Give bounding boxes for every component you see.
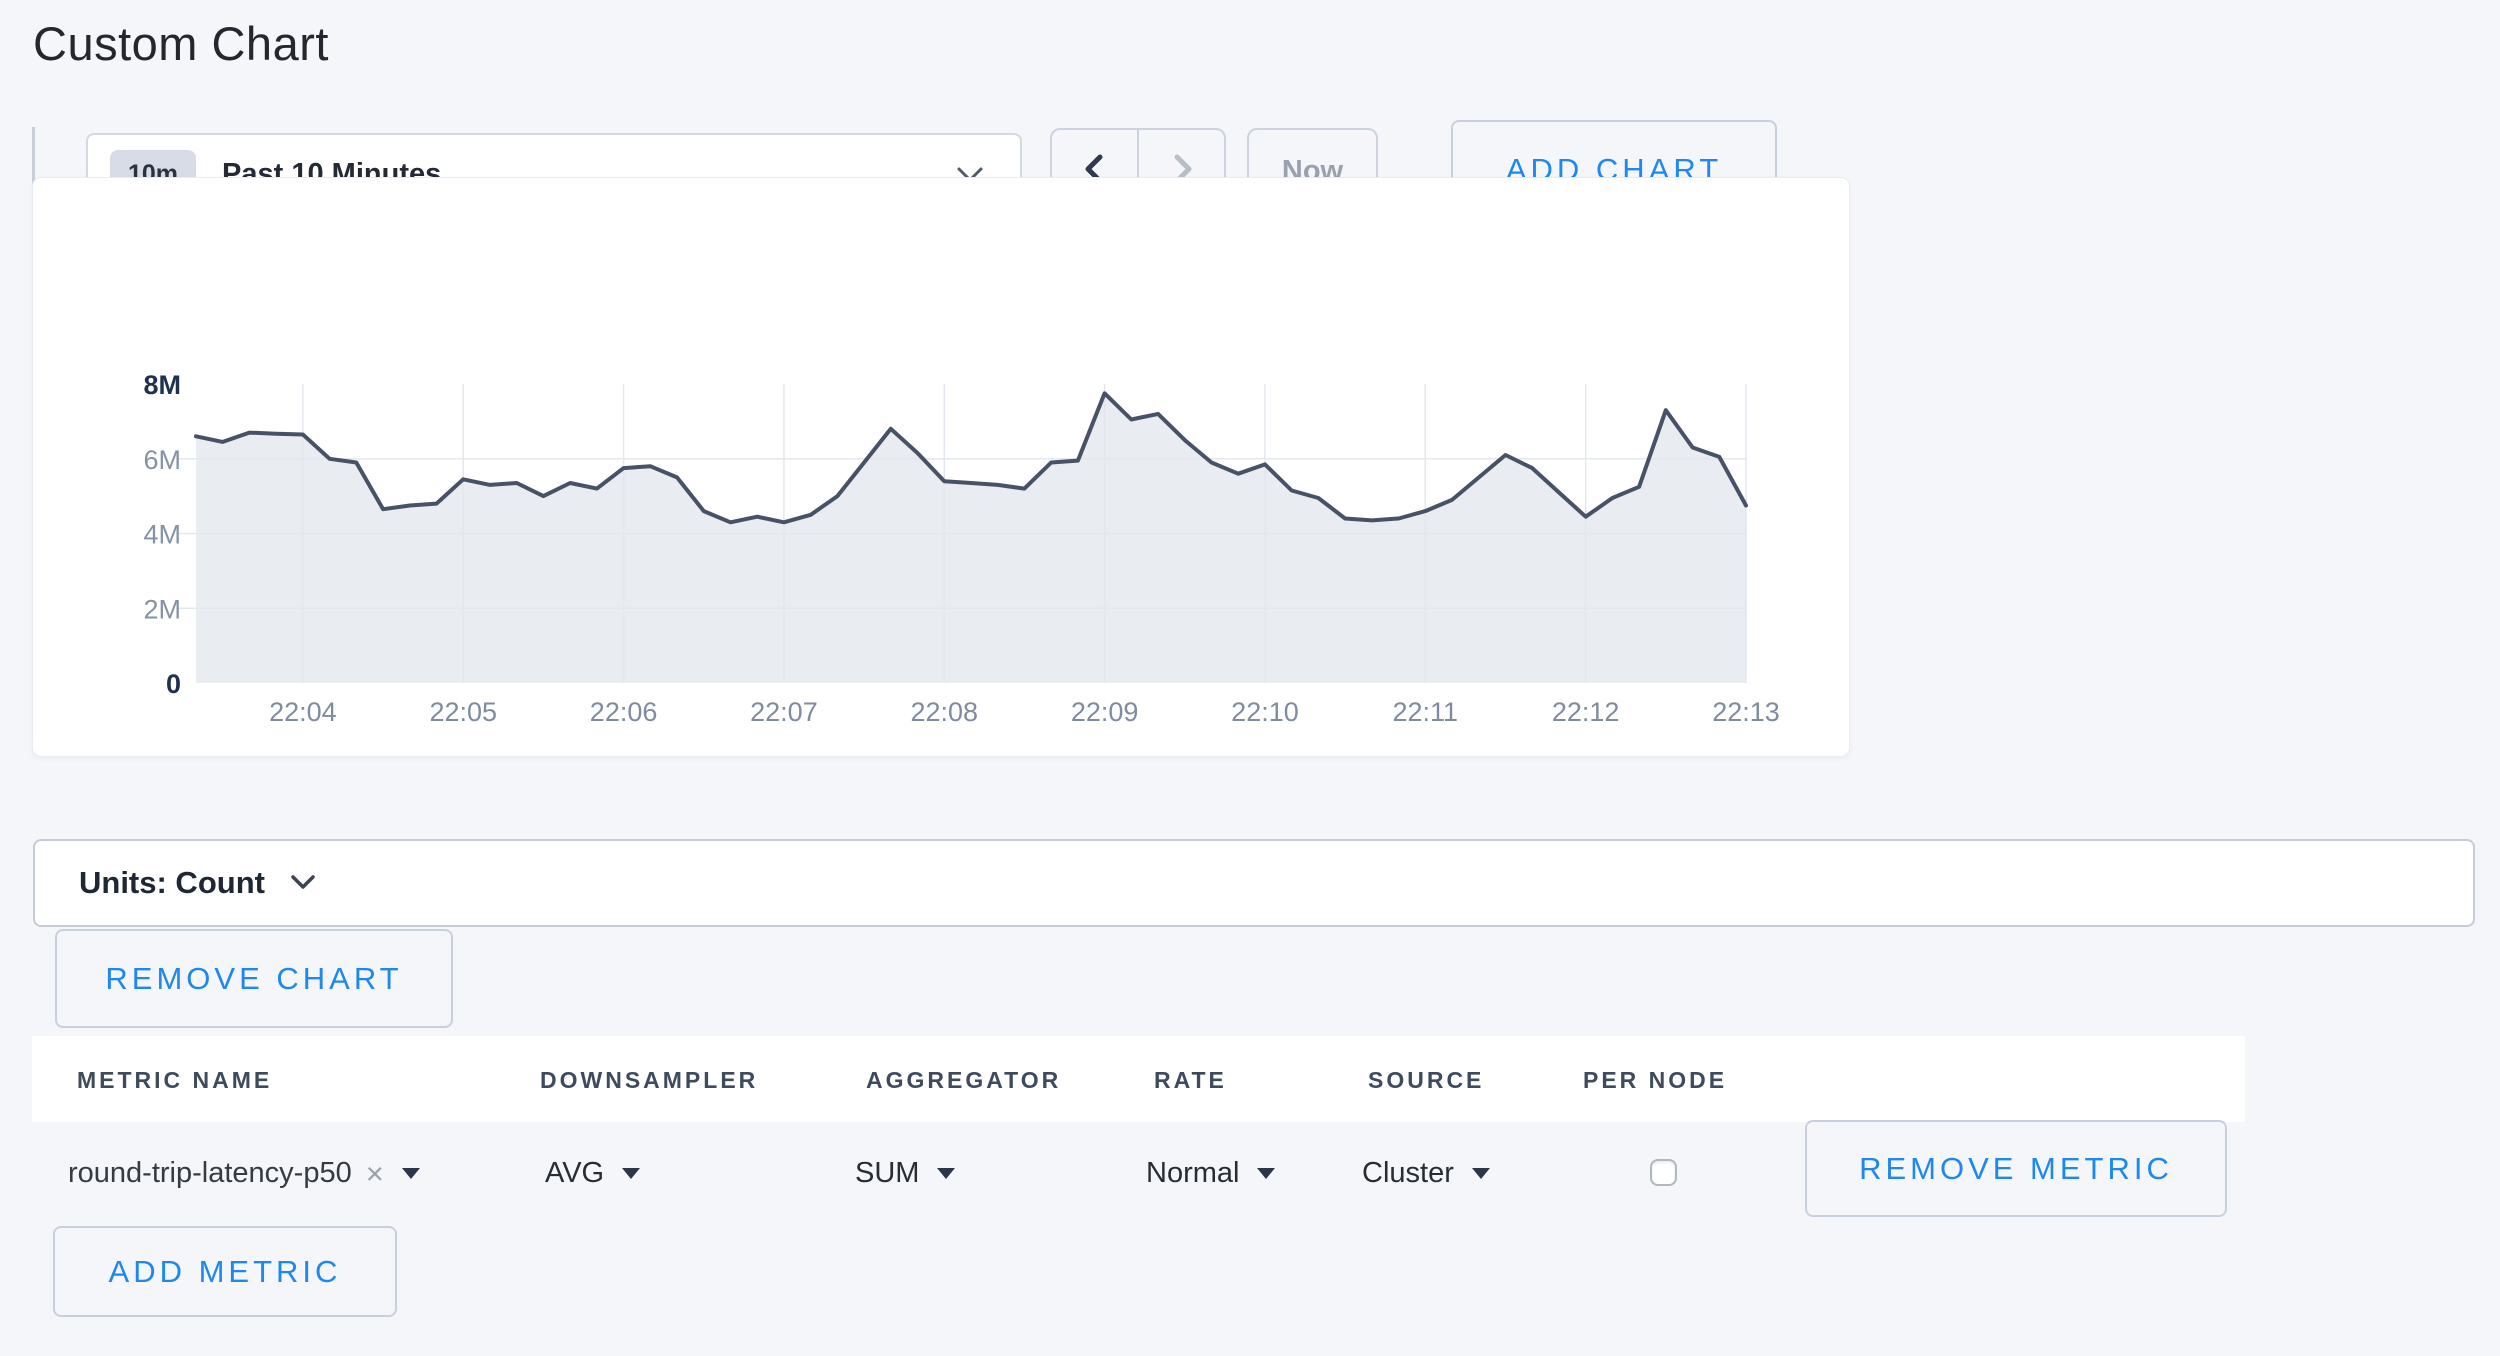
source-value: Cluster [1362, 1156, 1454, 1189]
units-dropdown[interactable]: Units: Count [33, 839, 2475, 927]
remove-chart-button[interactable]: REMOVE CHART [55, 929, 453, 1028]
column-header-source: SOURCE [1368, 1067, 1485, 1093]
svg-text:2M: 2M [143, 594, 181, 624]
caret-down-icon [401, 1167, 420, 1179]
svg-text:22:06: 22:06 [590, 697, 658, 727]
svg-text:8M: 8M [143, 370, 181, 400]
column-header-per-node: PER NODE [1583, 1067, 1728, 1093]
svg-text:22:09: 22:09 [1071, 697, 1139, 727]
rate-value: Normal [1146, 1156, 1240, 1189]
add-metric-button[interactable]: ADD METRIC [53, 1226, 397, 1317]
timeseries-area-chart[interactable]: 8M 6M 4M 2M 0 22:04 22:05 22:06 22:07 22:08 22:09 2… [33, 178, 1848, 755]
page-title: Custom Chart [33, 17, 329, 70]
svg-text:22:11: 22:11 [1393, 697, 1459, 727]
rate-select[interactable]: Normal [1146, 1152, 1276, 1194]
column-header-metric-name: METRIC NAME [77, 1067, 273, 1093]
svg-text:22:13: 22:13 [1712, 697, 1780, 727]
svg-text:6M: 6M [143, 445, 181, 475]
column-header-downsampler: DOWNSAMPLER [540, 1067, 759, 1093]
toolbar-left-divider [32, 127, 35, 217]
aggregator-value: SUM [855, 1156, 920, 1189]
svg-text:22:04: 22:04 [269, 697, 337, 727]
caret-down-icon [1257, 1167, 1276, 1179]
close-icon[interactable]: × [365, 1155, 384, 1191]
caret-down-icon [937, 1167, 956, 1179]
svg-text:0: 0 [166, 669, 181, 699]
units-label: Units: Count [79, 865, 265, 900]
column-header-rate: RATE [1154, 1067, 1227, 1093]
source-select[interactable]: Cluster [1362, 1152, 1490, 1194]
svg-text:22:05: 22:05 [429, 697, 497, 727]
downsampler-value: AVG [545, 1156, 605, 1189]
downsampler-select[interactable]: AVG [545, 1152, 641, 1194]
svg-text:22:12: 22:12 [1552, 697, 1620, 727]
caret-down-icon [622, 1167, 641, 1179]
metric-name-select[interactable]: round-trip-latency-p50 × [68, 1152, 420, 1194]
metrics-table-header: METRIC NAME DOWNSAMPLER AGGREGATOR RATE … [32, 1036, 2245, 1122]
custom-chart-card: 8M 6M 4M 2M 0 22:04 22:05 22:06 22:07 22:08 22:09 2… [32, 177, 1850, 757]
caret-down-icon [1471, 1167, 1490, 1179]
metric-name-value: round-trip-latency-p50 [68, 1156, 352, 1189]
remove-metric-button[interactable]: REMOVE METRIC [1805, 1120, 2227, 1217]
aggregator-select[interactable]: SUM [855, 1152, 956, 1194]
svg-text:4M: 4M [143, 520, 181, 550]
column-header-aggregator: AGGREGATOR [866, 1067, 1062, 1093]
svg-text:22:10: 22:10 [1231, 697, 1299, 727]
svg-text:22:08: 22:08 [910, 697, 978, 727]
per-node-checkbox[interactable] [1650, 1159, 1677, 1186]
svg-text:22:07: 22:07 [750, 697, 818, 727]
chevron-down-icon [291, 875, 315, 891]
